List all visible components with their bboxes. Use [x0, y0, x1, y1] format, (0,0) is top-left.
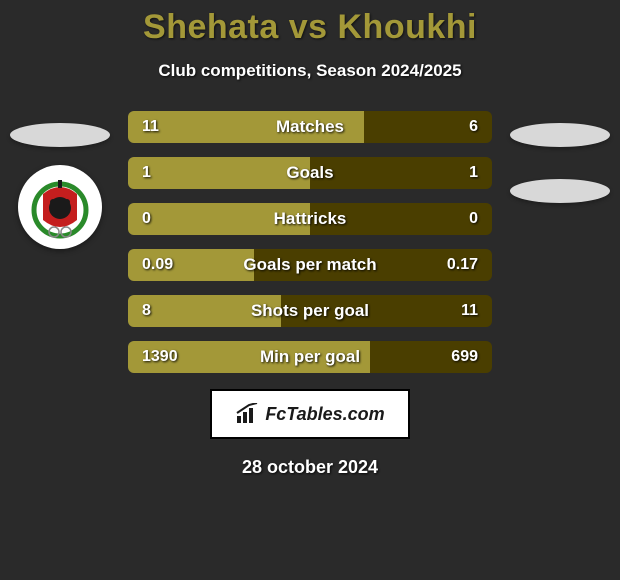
- team-crest-icon: [25, 172, 95, 242]
- stat-bar-left: [128, 111, 364, 143]
- chart-icon: [235, 403, 261, 425]
- stat-bar-left: [128, 249, 254, 281]
- left-team-badge: [18, 165, 102, 249]
- left-name-ellipse: [10, 123, 110, 147]
- stat-row: 8Shots per goal11: [128, 295, 492, 327]
- stat-bar-right: [310, 157, 492, 189]
- brand-footer[interactable]: FcTables.com: [210, 389, 410, 439]
- stat-bar-right: [364, 111, 492, 143]
- stat-row: 11Matches6: [128, 111, 492, 143]
- stat-bar-left: [128, 295, 281, 327]
- stat-row: 0Hattricks0: [128, 203, 492, 235]
- stat-bar-right: [310, 203, 492, 235]
- brand-text: FcTables.com: [265, 404, 384, 425]
- right-name-ellipse-1: [510, 123, 610, 147]
- stat-bar-right: [254, 249, 492, 281]
- page-subtitle: Club competitions, Season 2024/2025: [0, 61, 620, 81]
- stat-bar-left: [128, 203, 310, 235]
- stat-bar-right: [370, 341, 492, 373]
- stats-content: 11Matches6 1Goals1 0Hattricks0 0.09Goals pe…: [0, 111, 620, 373]
- stat-bar-left: [128, 341, 370, 373]
- stat-bars: 11Matches6 1Goals1 0Hattricks0 0.09Goals pe…: [120, 111, 500, 373]
- date-label: 28 october 2024: [0, 457, 620, 478]
- stat-bar-right: [281, 295, 492, 327]
- stat-row: 1390Min per goal699: [128, 341, 492, 373]
- stat-row: 0.09Goals per match0.17: [128, 249, 492, 281]
- left-side-column: [0, 111, 120, 249]
- page-title: Shehata vs Khoukhi: [0, 8, 620, 47]
- right-side-column: [500, 111, 620, 203]
- stat-row: 1Goals1: [128, 157, 492, 189]
- right-name-ellipse-2: [510, 179, 610, 203]
- stat-bar-left: [128, 157, 310, 189]
